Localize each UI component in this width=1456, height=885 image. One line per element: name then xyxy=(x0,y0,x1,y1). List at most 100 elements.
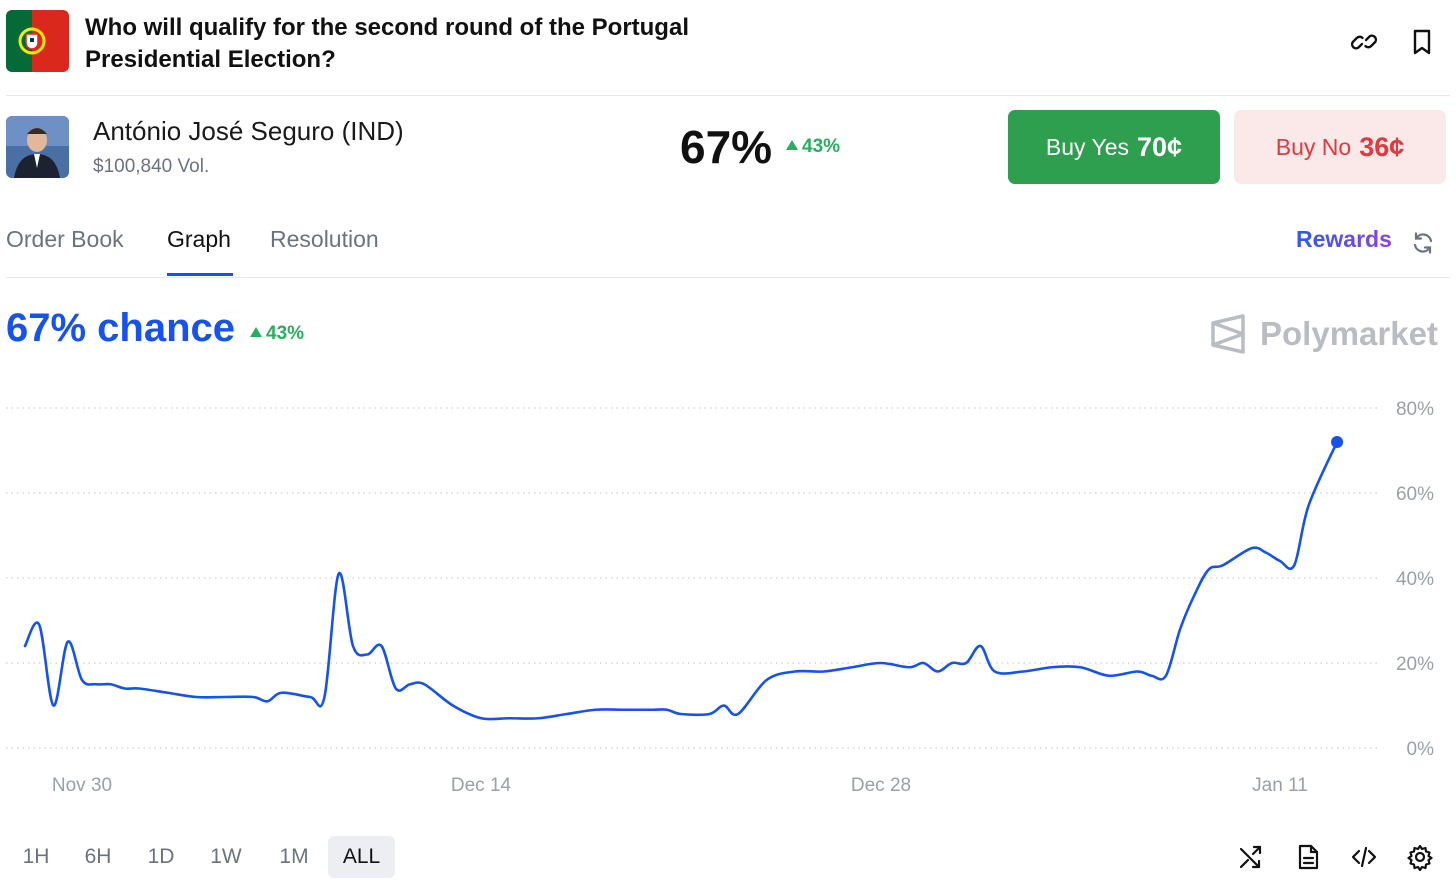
range-1w[interactable]: 1W xyxy=(210,845,242,868)
up-triangle-icon xyxy=(786,140,798,150)
buy-yes-label: Buy Yes xyxy=(1045,133,1130,160)
volume-label: $100,840 Vol. xyxy=(93,156,210,177)
data-point xyxy=(1135,670,1139,674)
data-point xyxy=(1021,670,1025,674)
data-point xyxy=(479,716,483,720)
data-point xyxy=(536,716,540,720)
gear-icon[interactable] xyxy=(1406,843,1434,872)
last-point-marker xyxy=(1331,436,1344,448)
chance-change: 43% xyxy=(250,323,304,345)
data-point xyxy=(380,644,384,648)
data-point xyxy=(822,670,826,674)
data-point xyxy=(979,644,983,648)
link-icon[interactable] xyxy=(1350,28,1378,56)
data-point xyxy=(365,653,369,657)
y-tick-label: 80% xyxy=(1396,399,1434,420)
polymarket-logo-icon xyxy=(1211,314,1245,354)
shuffle-icon[interactable] xyxy=(1237,843,1265,871)
data-point xyxy=(936,670,940,674)
data-point xyxy=(879,661,883,665)
data-point xyxy=(1150,674,1154,678)
tab-order-book[interactable]: Order Book xyxy=(6,226,124,252)
data-point xyxy=(1192,593,1196,597)
code-icon[interactable] xyxy=(1350,843,1378,871)
data-point xyxy=(1292,563,1296,567)
data-point xyxy=(223,695,227,699)
data-point xyxy=(850,665,854,669)
x-tick-label: Jan 11 xyxy=(1252,775,1308,796)
data-point xyxy=(265,699,269,703)
data-point xyxy=(23,644,27,648)
data-point xyxy=(280,691,284,695)
outcome-percent: 67% xyxy=(680,121,773,173)
outcome-change: 43% xyxy=(786,136,840,158)
data-point xyxy=(708,712,712,716)
data-point xyxy=(793,670,797,674)
buy-yes-button[interactable]: Buy Yes 70¢ xyxy=(1008,110,1220,184)
outcome-row: António José Seguro (IND) $100,840 Vol. … xyxy=(6,108,1450,188)
data-point xyxy=(950,661,954,665)
x-tick-label: Nov 30 xyxy=(52,775,112,796)
data-point xyxy=(993,670,997,674)
refresh-icon[interactable] xyxy=(1410,230,1436,256)
document-icon[interactable] xyxy=(1294,843,1322,871)
candidate-name: António José Seguro (IND) xyxy=(93,116,404,146)
data-point xyxy=(80,678,84,682)
tab-graph[interactable]: Graph xyxy=(167,226,231,252)
range-all[interactable]: ALL xyxy=(328,836,395,878)
data-point xyxy=(1178,627,1182,631)
data-point xyxy=(37,623,41,627)
data-point xyxy=(408,682,412,686)
data-point xyxy=(1164,674,1168,678)
data-point xyxy=(907,665,911,669)
data-point xyxy=(137,687,141,691)
data-point xyxy=(166,691,170,695)
data-point xyxy=(765,678,769,682)
x-tick-label: Dec 28 xyxy=(851,775,911,796)
range-1d[interactable]: 1D xyxy=(147,845,175,868)
rewards-link[interactable]: Rewards xyxy=(1296,226,1392,252)
data-point xyxy=(736,712,740,716)
y-tick-label: 20% xyxy=(1396,654,1434,675)
data-point xyxy=(1207,568,1211,572)
data-point xyxy=(251,695,255,699)
data-point xyxy=(565,712,569,716)
data-point xyxy=(1107,674,1111,678)
data-point xyxy=(66,640,70,644)
data-point xyxy=(351,644,355,648)
data-point xyxy=(394,687,398,691)
range-1h[interactable]: 1H xyxy=(22,845,50,868)
buy-no-button[interactable]: Buy No 36¢ xyxy=(1234,110,1446,184)
data-point xyxy=(337,572,341,576)
chance-label: 67% chance xyxy=(6,306,236,350)
y-tick-label: 40% xyxy=(1396,569,1434,590)
tab-bar: Order Book Graph Resolution Rewards xyxy=(6,210,1450,278)
buy-no-label: Buy No xyxy=(1275,133,1352,160)
data-point xyxy=(1307,504,1311,508)
candidate-avatar xyxy=(6,116,69,178)
data-point xyxy=(123,687,127,691)
price-chart: 0% 20% 40% 60% 80% Nov 30 Dec 14 Dec 28 Jan 11 xyxy=(6,399,1434,796)
market-title: Who will qualify for the second round of… xyxy=(85,14,689,73)
data-point xyxy=(109,682,113,686)
brand-name: Polymarket xyxy=(1260,315,1438,352)
active-tab-indicator xyxy=(167,273,233,276)
data-point xyxy=(451,704,455,708)
data-point xyxy=(722,704,726,708)
data-point xyxy=(679,712,683,716)
series-line xyxy=(23,440,1339,721)
range-1m[interactable]: 1M xyxy=(279,845,309,868)
tab-resolution[interactable]: Resolution xyxy=(270,226,379,252)
data-point xyxy=(1221,563,1225,567)
data-point xyxy=(51,704,55,708)
data-point xyxy=(593,708,597,712)
polymarket-logo: Polymarket xyxy=(1210,312,1438,356)
chance-change-value: 43% xyxy=(266,323,305,344)
data-point xyxy=(1264,551,1268,555)
data-point xyxy=(508,716,512,720)
market-header: Who will qualify for the second round of… xyxy=(6,8,1450,96)
bookmark-icon[interactable] xyxy=(1408,28,1436,56)
range-6h[interactable]: 6H xyxy=(84,845,112,868)
outcome-change-value: 43% xyxy=(802,136,841,157)
data-point xyxy=(665,708,669,712)
